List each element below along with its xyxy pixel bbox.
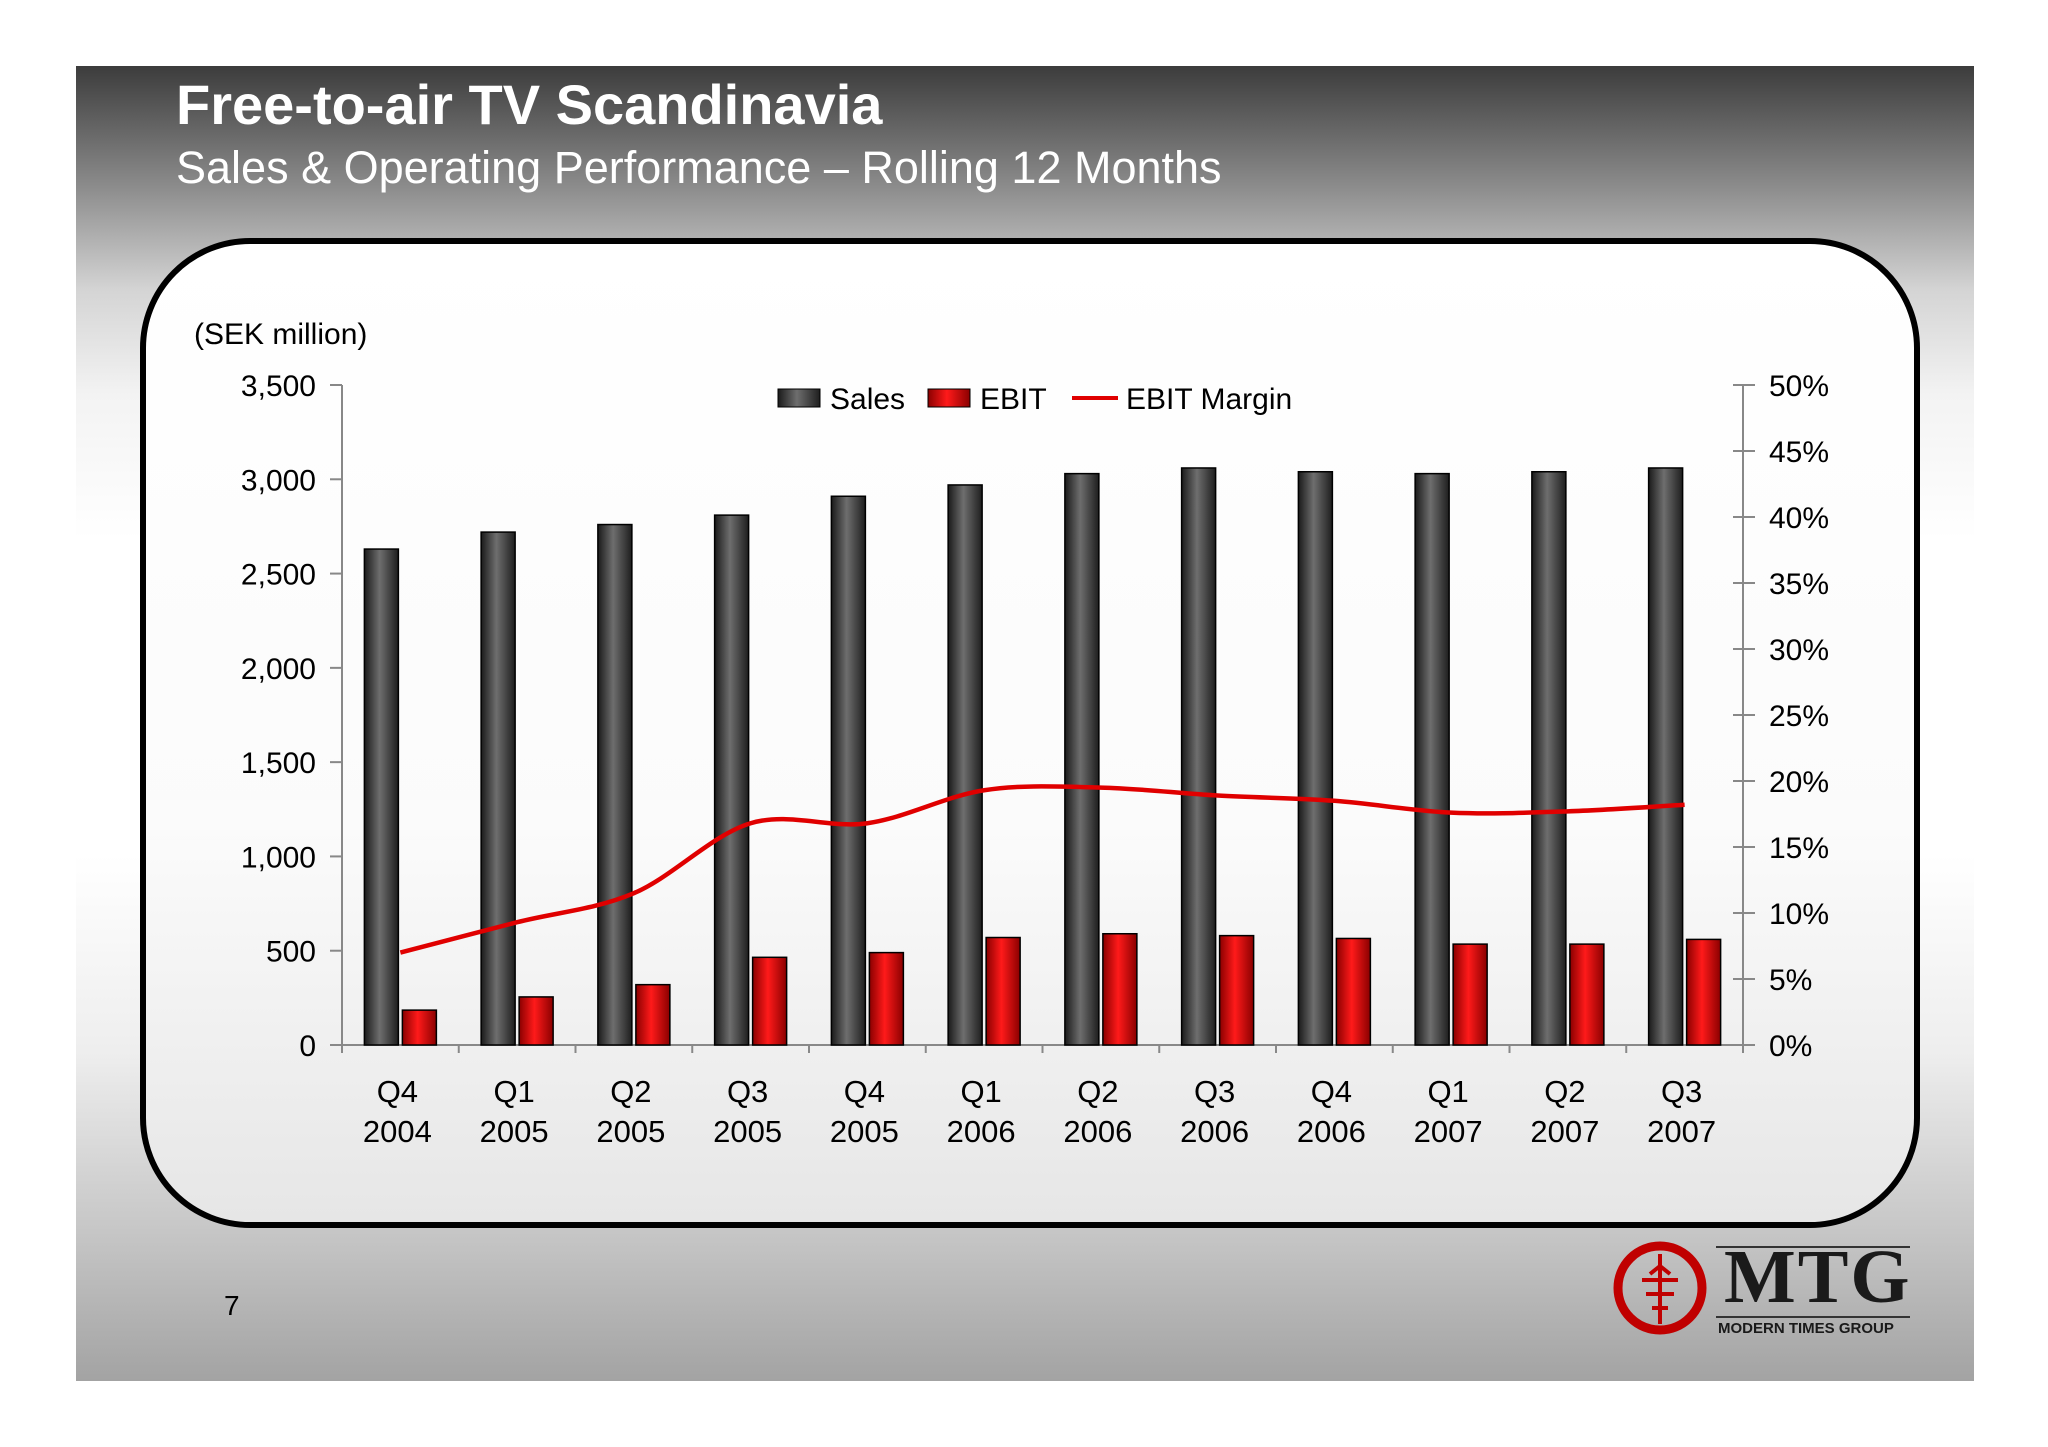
margin-line-group (399, 784, 1685, 955)
slide-title: Free-to-air TV Scandinavia (176, 73, 883, 136)
left-axis-tick-label: 0 (299, 1030, 316, 1063)
ebit-bar (1452, 943, 1488, 1046)
chart-panel (140, 238, 1920, 1228)
x-axis-quarter-label: Q4 (377, 1074, 418, 1109)
sales-bar (1064, 472, 1100, 1046)
ebit-bar (635, 983, 671, 1046)
x-axis-year-label: 2006 (947, 1114, 1016, 1149)
x-axis-year-label: 2007 (1530, 1114, 1599, 1149)
x-axis-year-label: 2007 (1647, 1114, 1716, 1149)
sales-bar (713, 514, 750, 1046)
logo-name: MTG (1724, 1235, 1912, 1319)
x-axis-year-label: 2006 (1063, 1114, 1132, 1149)
x-axis-year-label: 2006 (1297, 1114, 1366, 1149)
axes-group: 0 500 1,000 1,500 2,000 2,500 3,000 3,500 0% 5% 10… (241, 370, 1829, 1149)
mtg-logo: MTG MODERN TIMES GROUP (1612, 1235, 1912, 1337)
page-number: 7 (224, 1290, 240, 1321)
x-axis-quarter-label: Q2 (610, 1074, 651, 1109)
right-axis-tick-label: 40% (1769, 502, 1829, 535)
left-axis-tick-label: 1,000 (241, 841, 316, 874)
right-axis-tick-label: 30% (1769, 634, 1829, 667)
x-axis-quarter-label: Q3 (1194, 1074, 1235, 1109)
x-axis-quarter-label: Q3 (727, 1074, 768, 1109)
ebit-bar (1218, 934, 1255, 1046)
ebit-bar (401, 1009, 438, 1046)
left-axis-tick-label: 2,500 (241, 559, 316, 592)
x-axis-quarter-label: Q2 (1544, 1074, 1585, 1109)
ebit-bar (985, 936, 1021, 1046)
x-axis-year-label: 2005 (480, 1114, 549, 1149)
ebit-bar (1335, 937, 1372, 1046)
left-axis-tick-label: 3,500 (241, 370, 316, 403)
x-axis-quarter-label: Q1 (1427, 1074, 1468, 1109)
left-axis-tick-label: 1,500 (241, 747, 316, 780)
x-axis-quarter-label: Q2 (1077, 1074, 1118, 1109)
legend-label-ebit-margin: EBIT Margin (1126, 383, 1292, 416)
mtg-emblem-icon (1613, 1241, 1707, 1335)
x-axis-quarter-label: Q1 (960, 1074, 1001, 1109)
sales-bar (947, 484, 983, 1046)
right-axis-tick-label: 15% (1769, 832, 1829, 865)
ebit-bar (751, 956, 788, 1046)
x-axis-year-label: 2004 (363, 1114, 432, 1149)
right-axis-tick-label: 10% (1769, 898, 1829, 931)
sales-bar (1414, 472, 1450, 1046)
x-axis-year-label: 2005 (713, 1114, 782, 1149)
right-axis-tick-label: 25% (1769, 700, 1829, 733)
sales-bar (363, 548, 400, 1046)
ebit-bar (1685, 938, 1722, 1046)
left-axis-tick-label: 3,000 (241, 464, 316, 497)
x-axis-quarter-label: Q4 (1311, 1074, 1352, 1109)
legend-swatch-ebit (927, 388, 971, 408)
slide-subtitle: Sales & Operating Performance – Rolling … (176, 142, 1222, 193)
ebit-bar (868, 951, 905, 1046)
sales-bar (830, 495, 867, 1046)
right-axis-tick-label: 35% (1769, 568, 1829, 601)
sales-bar (1180, 467, 1217, 1046)
right-axis-tick-label: 5% (1769, 964, 1812, 997)
x-axis-year-label: 2007 (1414, 1114, 1483, 1149)
x-axis-quarter-label: Q3 (1661, 1074, 1702, 1109)
x-axis-quarter-label: Q1 (493, 1074, 534, 1109)
logo-tagline: MODERN TIMES GROUP (1718, 1320, 1894, 1337)
left-axis-tick-label: 500 (266, 936, 316, 969)
right-axis-tick-label: 20% (1769, 766, 1829, 799)
sales-bar (597, 523, 633, 1046)
left-axis-tick-label: 2,000 (241, 653, 316, 686)
sales-bar (1531, 470, 1567, 1046)
unit-label: (SEK million) (194, 318, 367, 351)
legend-swatch-sales (777, 388, 821, 408)
legend-label-ebit: EBIT (980, 383, 1047, 416)
right-axis-tick-label: 0% (1769, 1030, 1812, 1063)
logo-rule-bottom (1716, 1316, 1910, 1318)
ebit-bar (518, 996, 554, 1046)
x-axis-year-label: 2005 (830, 1114, 899, 1149)
ebit-bar (1569, 943, 1605, 1046)
x-axis-year-label: 2005 (596, 1114, 665, 1149)
ebit-margin-line (399, 784, 1685, 955)
x-axis-year-label: 2006 (1180, 1114, 1249, 1149)
sales-bar (1647, 467, 1684, 1046)
sales-bar (1297, 470, 1334, 1046)
bars-group (363, 467, 1722, 1046)
x-axis-quarter-label: Q4 (844, 1074, 885, 1109)
right-axis-tick-label: 50% (1769, 370, 1829, 403)
right-axis-tick-label: 45% (1769, 436, 1829, 469)
legend: Sales EBIT EBIT Margin (777, 383, 1292, 416)
legend-label-sales: Sales (830, 383, 905, 416)
logo-rule-top (1716, 1246, 1910, 1248)
ebit-bar (1102, 932, 1138, 1046)
sales-bar (480, 531, 516, 1046)
